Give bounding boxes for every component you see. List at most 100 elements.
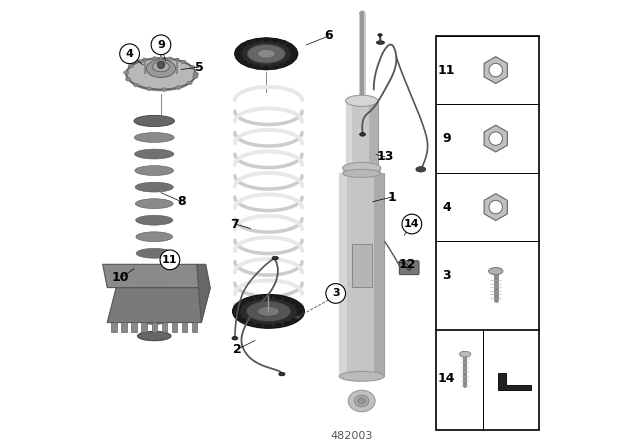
Circle shape [489, 132, 502, 145]
Text: 4: 4 [125, 49, 134, 59]
Ellipse shape [339, 371, 384, 381]
Bar [346, 101, 352, 168]
Circle shape [489, 200, 502, 214]
Bar [436, 36, 539, 430]
Ellipse shape [257, 49, 275, 58]
Circle shape [402, 214, 422, 234]
Text: 10: 10 [112, 271, 129, 284]
Bar [352, 244, 371, 287]
Bar [342, 168, 381, 173]
Text: 9: 9 [442, 132, 451, 145]
Ellipse shape [190, 65, 195, 69]
Ellipse shape [136, 248, 172, 258]
Ellipse shape [360, 133, 365, 136]
Ellipse shape [193, 75, 198, 78]
Ellipse shape [137, 281, 172, 291]
Ellipse shape [136, 215, 173, 225]
Bar [339, 173, 348, 376]
Ellipse shape [147, 60, 175, 78]
Text: 4: 4 [442, 201, 451, 214]
Text: 7: 7 [230, 217, 239, 231]
Text: 9: 9 [157, 40, 165, 50]
Ellipse shape [376, 41, 385, 44]
Ellipse shape [138, 331, 171, 341]
Polygon shape [102, 264, 201, 288]
Ellipse shape [285, 60, 292, 64]
Ellipse shape [240, 60, 247, 64]
Ellipse shape [234, 52, 241, 56]
Ellipse shape [136, 265, 172, 275]
Ellipse shape [232, 336, 238, 340]
Ellipse shape [240, 43, 247, 47]
Ellipse shape [235, 38, 298, 69]
Ellipse shape [137, 314, 172, 324]
Ellipse shape [161, 88, 166, 91]
Ellipse shape [284, 321, 291, 325]
Ellipse shape [175, 58, 179, 60]
Polygon shape [196, 264, 210, 323]
Ellipse shape [297, 309, 305, 314]
Ellipse shape [159, 43, 163, 45]
Text: 13: 13 [376, 150, 394, 164]
Ellipse shape [460, 351, 470, 357]
Ellipse shape [295, 314, 303, 318]
Ellipse shape [291, 301, 299, 305]
Ellipse shape [262, 66, 270, 70]
Ellipse shape [257, 306, 280, 316]
Ellipse shape [271, 38, 278, 42]
Ellipse shape [342, 162, 381, 173]
Ellipse shape [289, 56, 297, 60]
Ellipse shape [176, 86, 181, 89]
Ellipse shape [346, 95, 378, 107]
Ellipse shape [152, 57, 157, 60]
FancyBboxPatch shape [399, 261, 419, 275]
Polygon shape [107, 288, 210, 323]
Circle shape [326, 284, 346, 303]
Ellipse shape [135, 166, 173, 176]
Circle shape [151, 35, 171, 55]
Ellipse shape [246, 297, 253, 302]
Ellipse shape [416, 167, 426, 172]
Bar [192, 322, 197, 332]
Ellipse shape [126, 58, 196, 90]
Text: 5: 5 [195, 60, 204, 74]
Ellipse shape [279, 372, 285, 376]
Ellipse shape [275, 295, 282, 299]
Ellipse shape [238, 301, 246, 305]
Circle shape [157, 61, 164, 69]
Ellipse shape [134, 83, 139, 87]
Bar [172, 322, 177, 332]
Polygon shape [484, 194, 508, 220]
Text: 12: 12 [399, 258, 416, 271]
Ellipse shape [262, 37, 270, 41]
Ellipse shape [143, 58, 147, 60]
Ellipse shape [134, 116, 174, 126]
Ellipse shape [275, 323, 282, 327]
Ellipse shape [125, 78, 131, 81]
Ellipse shape [124, 71, 129, 74]
Ellipse shape [294, 315, 301, 319]
Ellipse shape [358, 398, 365, 404]
Ellipse shape [147, 87, 152, 90]
Ellipse shape [284, 297, 291, 302]
Ellipse shape [355, 395, 369, 407]
Bar [182, 322, 187, 332]
Ellipse shape [234, 305, 242, 309]
Ellipse shape [134, 115, 174, 127]
Ellipse shape [247, 44, 285, 63]
Ellipse shape [246, 321, 253, 325]
Ellipse shape [136, 232, 173, 241]
Ellipse shape [264, 295, 273, 298]
Bar [131, 322, 137, 332]
Ellipse shape [232, 309, 240, 314]
Ellipse shape [246, 40, 253, 44]
Text: 2: 2 [233, 343, 241, 356]
Circle shape [120, 44, 140, 64]
Ellipse shape [255, 295, 262, 299]
Ellipse shape [488, 267, 503, 275]
Ellipse shape [289, 47, 297, 52]
Text: 14: 14 [404, 219, 420, 229]
Circle shape [489, 63, 502, 77]
Text: 1: 1 [387, 190, 396, 204]
Ellipse shape [134, 149, 174, 159]
